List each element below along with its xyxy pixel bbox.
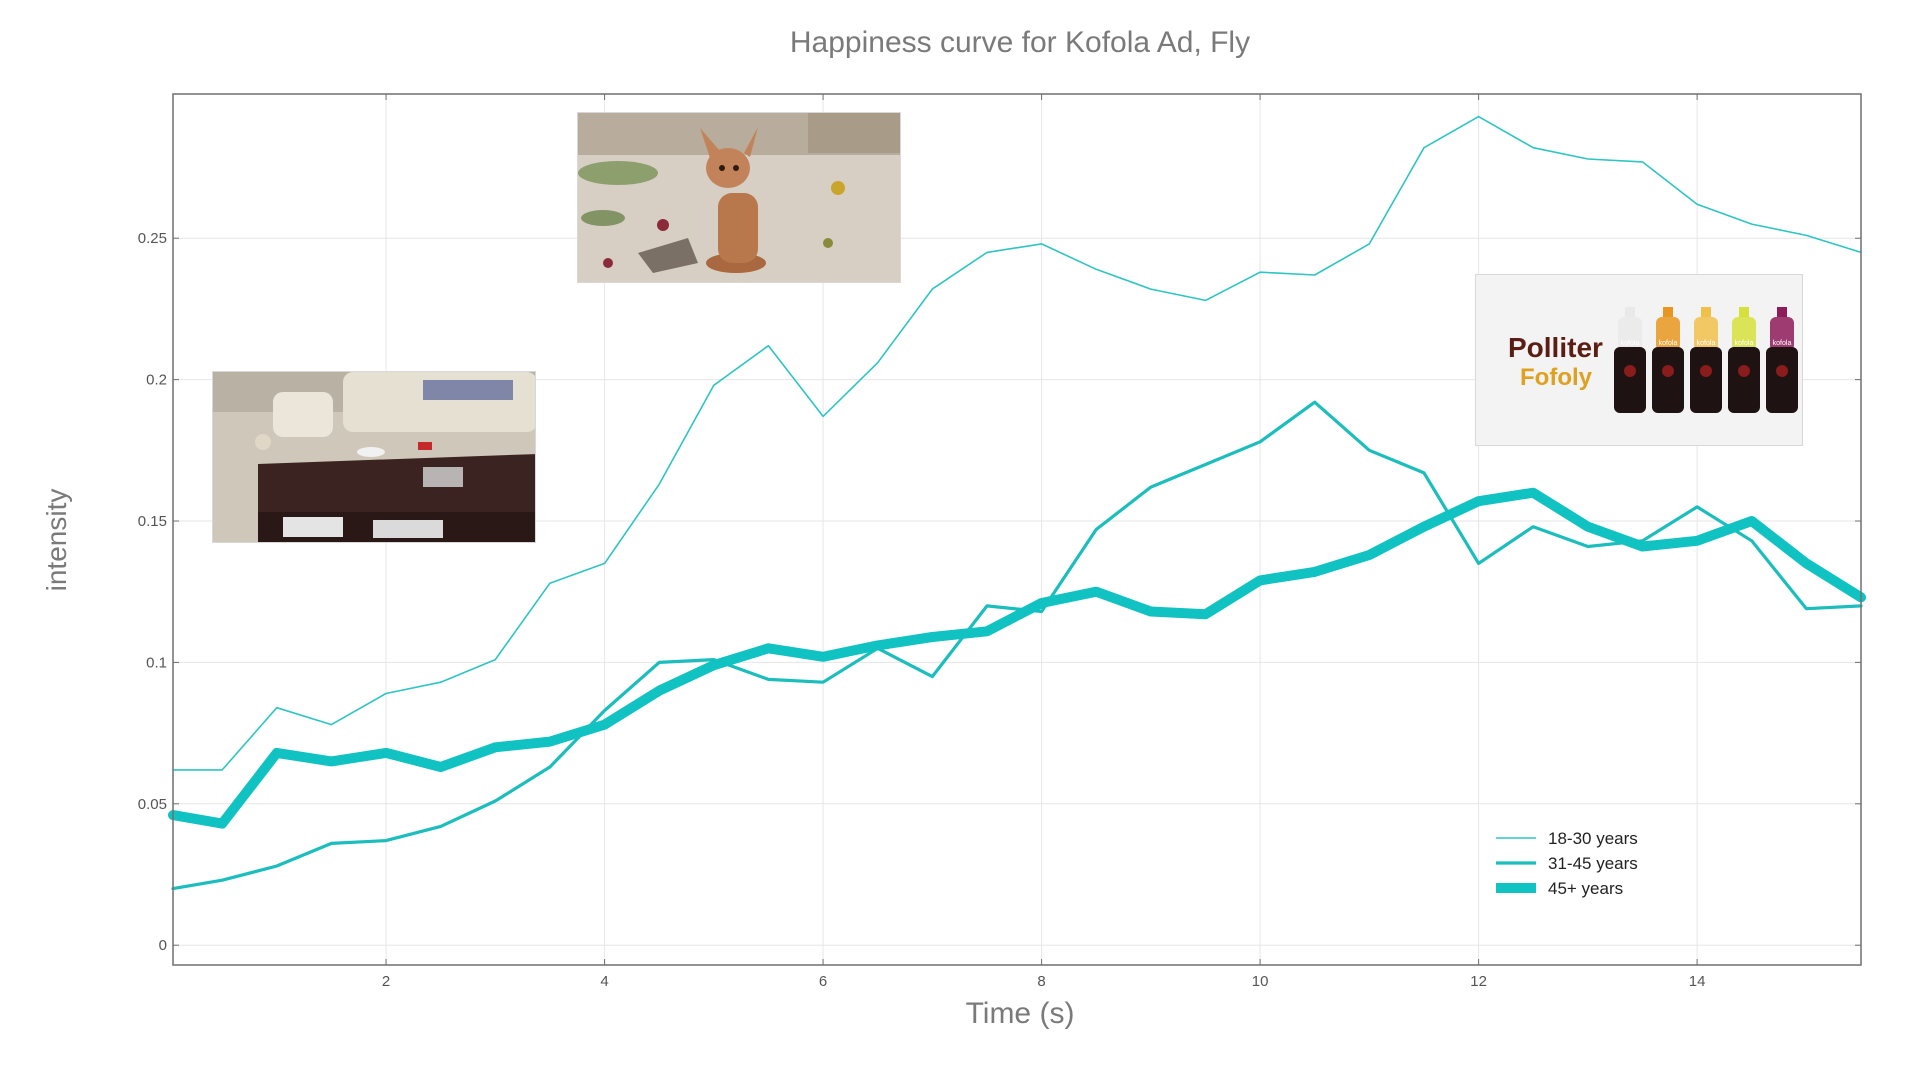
bottle-label-mark: [1738, 365, 1750, 377]
legend: 18-30 years 31-45 years 45+ years: [1496, 829, 1638, 898]
bottle-label-mark: [1662, 365, 1674, 377]
bottle-neck: [1770, 317, 1794, 351]
bottle-cap: [1625, 307, 1635, 317]
bottle-label-mark: [1624, 365, 1636, 377]
y-tick-label: 0.2: [146, 372, 167, 389]
y-tick-label: 0.05: [138, 796, 167, 813]
legend-label: 31-45 years: [1548, 854, 1638, 873]
bottle-body: [1690, 347, 1722, 413]
bottle-brand: kofola: [1735, 340, 1754, 347]
bottle-label-mark: [1700, 365, 1712, 377]
dog-photo: [577, 112, 901, 283]
y-tick-label: 0: [159, 937, 167, 954]
y-tick-label: 0.15: [138, 513, 167, 530]
x-tick-label: 12: [1470, 973, 1487, 990]
bottle-cap: [1739, 307, 1749, 317]
x-tick-label: 10: [1252, 973, 1269, 990]
product-image: Polliter Fofoly kofola kofola kofola kofola…: [1475, 274, 1803, 446]
bottle-neck: [1694, 317, 1718, 351]
x-tick-label: 4: [600, 973, 608, 990]
bottle-neck: [1618, 317, 1642, 351]
chart-title: Happiness curve for Kofola Ad, Fly: [790, 26, 1250, 59]
bottle-cap: [1701, 307, 1711, 317]
bottle-brand: kofola: [1659, 340, 1678, 347]
bottle-cap: [1663, 307, 1673, 317]
bottle-body: [1652, 347, 1684, 413]
bottle-brand: kofola: [1697, 340, 1716, 347]
product-text-line2: Fofoly: [1520, 364, 1593, 391]
x-tick-label: 2: [382, 973, 390, 990]
bottle-brand: kofola: [1621, 340, 1640, 347]
bottle-body: [1766, 347, 1798, 413]
bottle-neck: [1656, 317, 1680, 351]
y-axis-label: intensity: [41, 489, 72, 592]
legend-label: 45+ years: [1548, 879, 1623, 898]
series-line-0: [172, 115, 1862, 771]
x-axis-label: Time (s): [966, 997, 1075, 1030]
legend-label: 18-30 years: [1548, 829, 1638, 848]
y-tick-label: 0.1: [146, 654, 167, 671]
x-tick-label: 8: [1037, 973, 1045, 990]
bottle-body: [1614, 347, 1646, 413]
x-tick-label: 14: [1689, 973, 1706, 990]
series-group: [168, 115, 1866, 891]
x-tick-label: 6: [819, 973, 827, 990]
y-tick-label: 0.25: [138, 230, 167, 247]
ticks: 2 4 6 8 10 12 14 0 0.05 0.1 0.15 0.2 0.25: [138, 94, 1861, 990]
series-line-2: [168, 487, 1866, 829]
product-text-line1: Polliter: [1508, 332, 1603, 363]
bottle-label-mark: [1776, 365, 1788, 377]
bottle-body: [1728, 347, 1760, 413]
bottle-neck: [1732, 317, 1756, 351]
bottle-brand: kofola: [1773, 340, 1792, 347]
bottle-cap: [1777, 307, 1787, 317]
living-room-photo: [212, 371, 536, 543]
series-line-1: [171, 400, 1863, 891]
bottles: kofola kofola kofola kofola kofola: [1614, 307, 1798, 413]
plot-frame: [172, 93, 1862, 966]
